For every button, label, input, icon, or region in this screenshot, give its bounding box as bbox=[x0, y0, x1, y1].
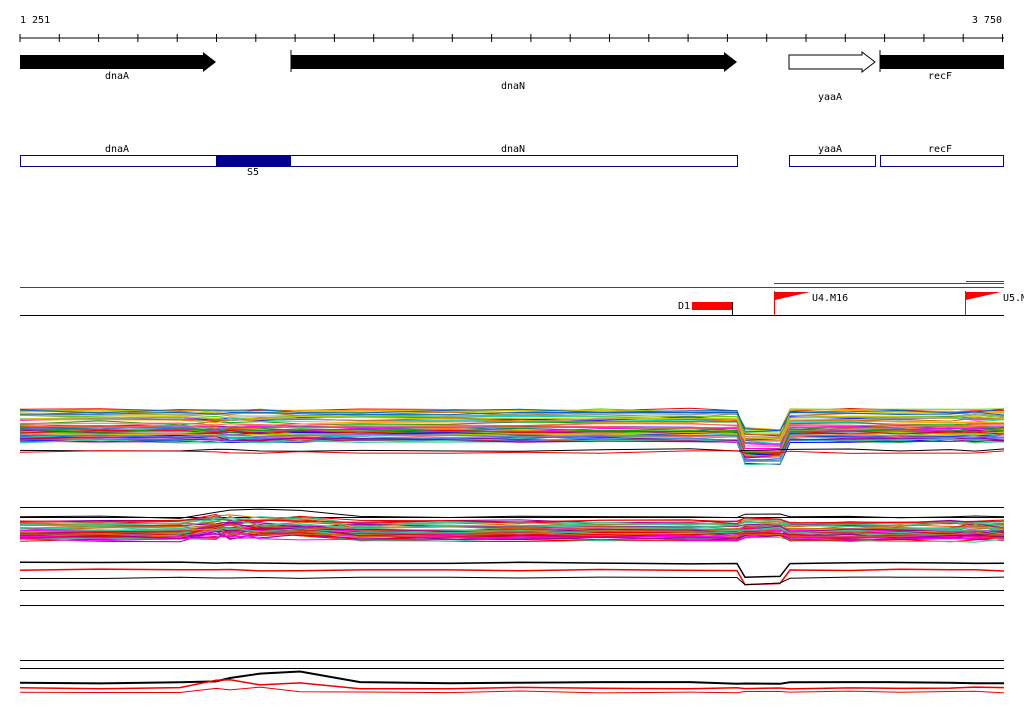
region-box[interactable] bbox=[880, 155, 1004, 167]
profile-line bbox=[19, 522, 1005, 534]
feature-flag[interactable] bbox=[775, 292, 810, 300]
region-box[interactable] bbox=[789, 155, 876, 167]
profile-line bbox=[19, 686, 1005, 694]
profile-line bbox=[19, 423, 1005, 452]
gene-arrow[interactable] bbox=[20, 52, 216, 72]
profile-line bbox=[19, 436, 1005, 459]
profile-line bbox=[19, 526, 1005, 538]
region-box[interactable] bbox=[20, 155, 738, 167]
profile-line bbox=[19, 434, 1005, 462]
profile-line bbox=[19, 514, 1005, 527]
region-label: dnaA bbox=[105, 144, 129, 155]
profile-line bbox=[19, 436, 1005, 461]
profile-line bbox=[19, 448, 1005, 452]
profile-line bbox=[19, 417, 1005, 439]
gene-arrow[interactable] bbox=[880, 55, 1004, 69]
feature-block[interactable] bbox=[692, 302, 732, 310]
feature-label: D1 bbox=[678, 301, 690, 312]
gene-label: yaaA bbox=[818, 92, 842, 103]
profile-line bbox=[19, 517, 1005, 531]
profile-line bbox=[19, 508, 1005, 519]
profile-line bbox=[19, 516, 1005, 525]
profile-frame bbox=[20, 507, 1004, 669]
region-label: dnaN bbox=[501, 144, 525, 155]
profile-line bbox=[19, 524, 1005, 537]
gene-arrow[interactable] bbox=[788, 50, 876, 74]
profile-line bbox=[19, 415, 1005, 440]
feature-label: U4.M16 bbox=[812, 293, 848, 304]
profile-line bbox=[19, 568, 1005, 586]
profile-line bbox=[20, 576, 1005, 586]
region-label: S5 bbox=[247, 167, 259, 178]
gene-label: dnaA bbox=[105, 71, 129, 82]
profile-line bbox=[19, 450, 1005, 454]
profile-line bbox=[19, 428, 1005, 455]
ruler-ticks bbox=[19, 34, 1003, 42]
feature-label: U5.M16 bbox=[1003, 293, 1024, 304]
gene-arrow[interactable] bbox=[291, 52, 737, 72]
profile-line bbox=[19, 526, 1005, 535]
ruler-end: 3 750 bbox=[972, 15, 1002, 26]
profile-line bbox=[19, 561, 1005, 578]
profile-line bbox=[19, 418, 1005, 442]
profile-line bbox=[19, 438, 1005, 463]
region-label: yaaA bbox=[818, 144, 842, 155]
profile-line bbox=[19, 525, 1005, 534]
profile-line bbox=[19, 527, 1005, 540]
gene-label: recF bbox=[928, 71, 952, 82]
region-box[interactable] bbox=[216, 155, 291, 167]
gene-label: dnaN bbox=[501, 81, 525, 92]
feature-flag[interactable] bbox=[966, 292, 1001, 300]
profile-lines bbox=[19, 407, 1005, 694]
profile-line bbox=[19, 411, 1005, 431]
region-label: recF bbox=[928, 144, 952, 155]
profile-line bbox=[19, 678, 1005, 690]
ruler-start: 1 251 bbox=[20, 15, 50, 26]
